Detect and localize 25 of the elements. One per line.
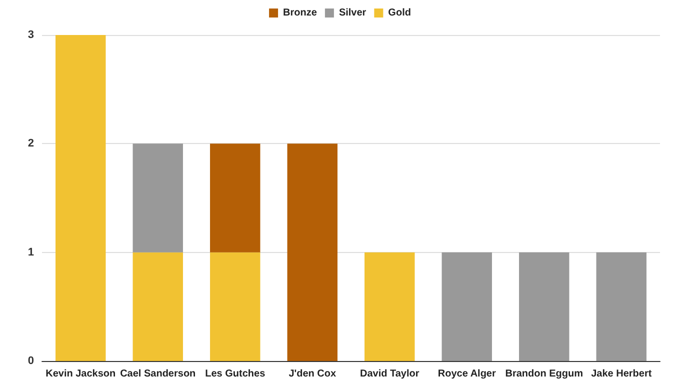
bar <box>132 144 183 252</box>
x-tick-label: Jake Herbert <box>591 368 652 380</box>
bar <box>364 252 415 361</box>
x-tick-label: Royce Alger <box>438 368 496 380</box>
y-tick-label: 2 <box>28 138 34 150</box>
bar <box>287 144 338 361</box>
bar <box>519 252 570 361</box>
x-tick-label: Kevin Jackson <box>46 368 116 380</box>
x-tick-label: J'den Cox <box>288 368 337 380</box>
y-tick-label: 3 <box>28 29 34 41</box>
x-tick-label: Les Gutches <box>205 368 266 380</box>
y-tick-label: 1 <box>28 246 34 258</box>
bar <box>596 252 646 361</box>
bar <box>56 35 106 361</box>
legend-label: Silver <box>338 8 366 18</box>
x-tick-label: David Taylor <box>360 368 420 380</box>
legend-label: Bronze <box>283 8 318 18</box>
bar <box>132 252 183 361</box>
bar <box>210 144 260 252</box>
legend-label: Gold <box>388 8 411 18</box>
bar <box>442 252 492 361</box>
x-tick-label: Brandon Eggum <box>505 368 584 380</box>
bar <box>210 252 260 361</box>
x-tick-label: Cael Sanderson <box>120 368 196 380</box>
y-tick-label: 0 <box>28 355 34 367</box>
